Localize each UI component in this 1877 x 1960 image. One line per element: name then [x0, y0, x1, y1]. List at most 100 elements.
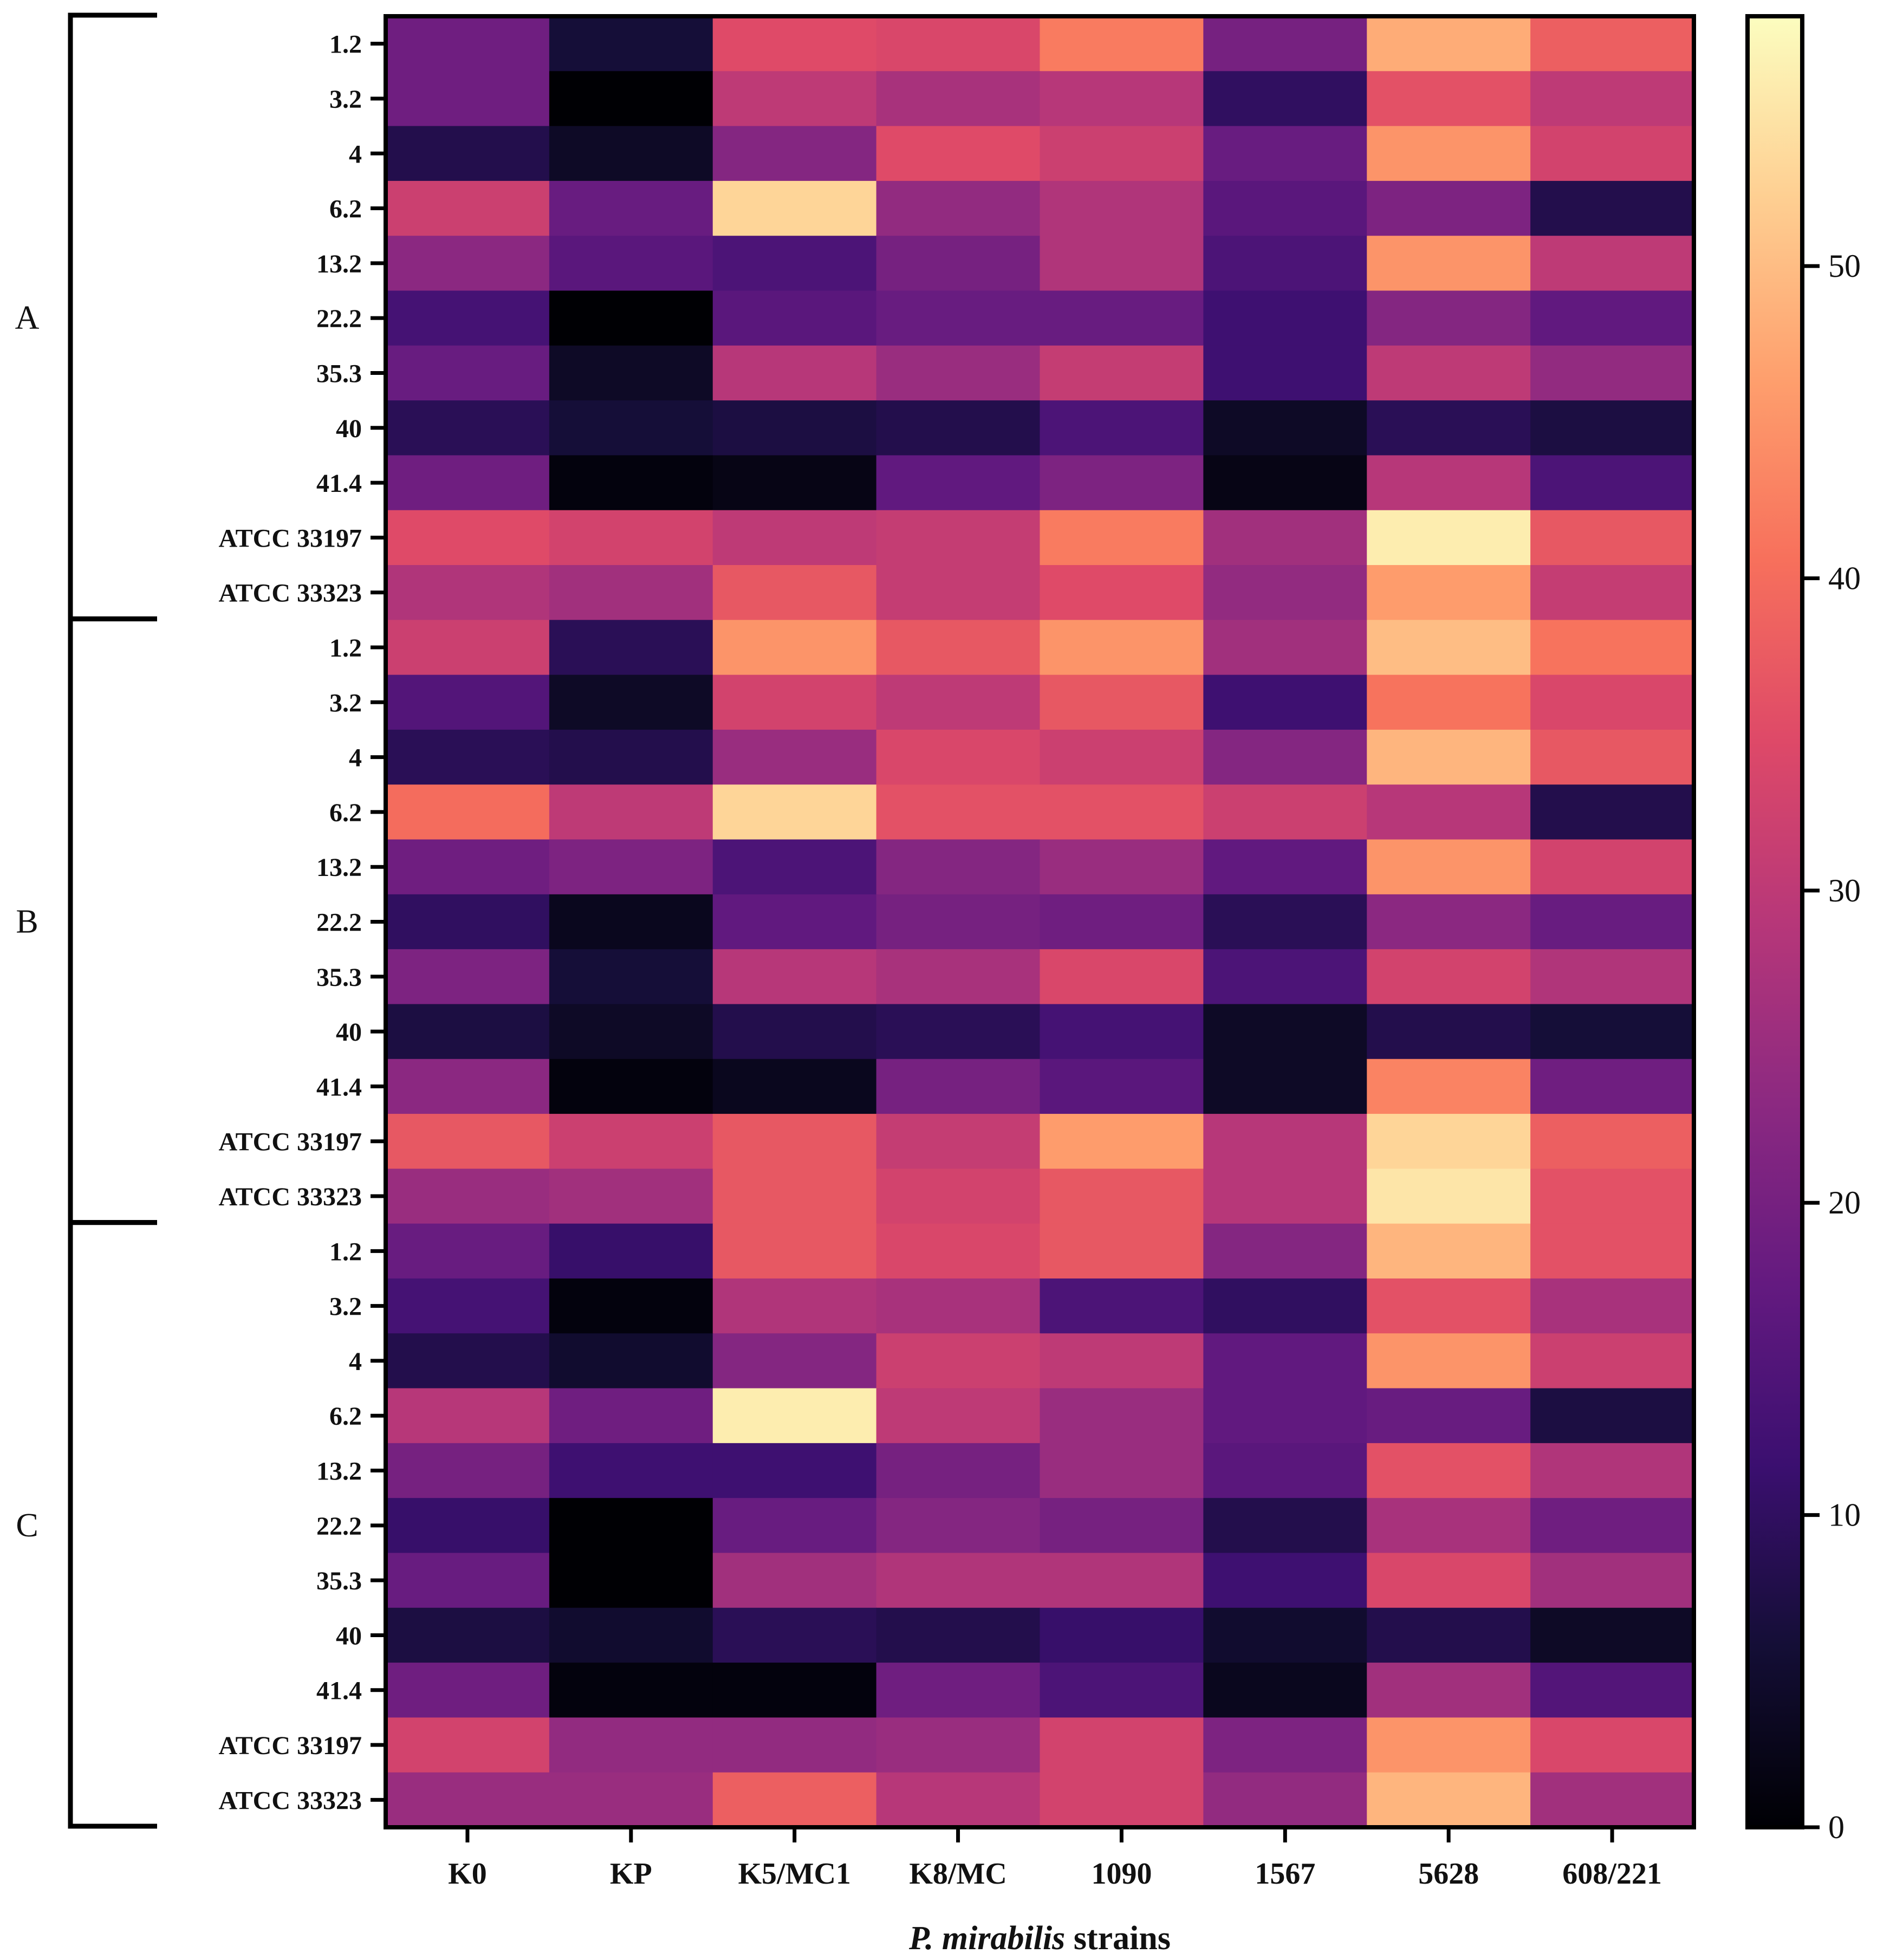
heatmap-cell — [876, 1059, 1041, 1114]
colorbar-tick-label: 30 — [1828, 873, 1861, 908]
heatmap-cell — [1203, 565, 1368, 621]
heatmap-cell — [549, 1114, 713, 1170]
heatmap-cell — [1040, 126, 1204, 181]
heatmap-cell — [1367, 16, 1531, 72]
heatmap-cell — [1203, 1772, 1368, 1828]
heatmap-cell — [876, 16, 1041, 72]
heatmap-cell — [549, 1663, 713, 1718]
heatmap-cell — [1203, 1114, 1368, 1170]
x-axis: K0 KP K5/MC1 K8/MC 1090 1567 5628 608/221 — [448, 1827, 1662, 1891]
heatmap-cell — [712, 1114, 877, 1170]
heatmap-cell — [876, 784, 1041, 840]
heatmap-cell — [712, 784, 877, 840]
heatmap-cell — [386, 180, 550, 237]
heatmap-cell — [1530, 1388, 1694, 1444]
heatmap-cell — [876, 1498, 1041, 1554]
colorbar-tick-label: 40 — [1828, 560, 1861, 596]
heatmap-cell — [876, 180, 1041, 237]
heatmap-cell — [876, 1388, 1041, 1444]
heatmap-cell — [876, 729, 1041, 786]
heatmap-cell — [1040, 1607, 1204, 1663]
heatmap-cell — [712, 1663, 877, 1718]
heatmap-cell — [1367, 1553, 1531, 1608]
heatmap-cell — [712, 1443, 877, 1498]
heatmap-cell — [549, 16, 713, 72]
heatmap-cell — [876, 620, 1041, 676]
heatmap-cell — [1530, 1059, 1694, 1114]
heatmap-cell — [876, 1607, 1041, 1663]
x-tick-label: 608/221 — [1562, 1857, 1662, 1891]
heatmap-cell — [876, 455, 1041, 511]
heatmap-cell — [386, 1443, 550, 1498]
y-tick-label: 40 — [336, 414, 362, 443]
y-tick-label: ATCC 33323 — [219, 1786, 362, 1815]
heatmap-cell — [1530, 1663, 1694, 1718]
heatmap-cell — [1040, 180, 1204, 237]
heatmap-cell — [712, 839, 877, 895]
y-tick-label: 13.2 — [316, 1457, 362, 1486]
heatmap-cell — [712, 180, 877, 237]
heatmap-cell — [876, 236, 1041, 291]
heatmap-cell — [1367, 1443, 1531, 1498]
x-tick-label: 1090 — [1091, 1857, 1152, 1891]
heatmap-cell — [1530, 1004, 1694, 1060]
heatmap-cell — [1367, 674, 1531, 730]
heatmap-cell — [549, 1059, 713, 1114]
heatmap-cell — [1530, 1169, 1694, 1224]
heatmap-cell — [1203, 180, 1368, 237]
heatmap-cell — [1367, 126, 1531, 181]
heatmap-cell — [386, 345, 550, 401]
heatmap-cell — [386, 71, 550, 127]
heatmap-cell — [1367, 1114, 1531, 1170]
heatmap-cell — [1203, 1553, 1368, 1608]
heatmap-cell — [549, 1223, 713, 1279]
y-tick-label: 22.2 — [316, 1512, 362, 1541]
heatmap-cell — [549, 674, 713, 730]
group-brackets: A B C — [15, 12, 157, 1829]
heatmap-cell — [1367, 949, 1531, 1005]
heatmap-cell — [549, 894, 713, 950]
heatmap-cell — [1203, 400, 1368, 456]
y-tick-label: 13.2 — [316, 250, 362, 278]
heatmap-cell — [1203, 1717, 1368, 1773]
heatmap-cell — [1530, 729, 1694, 786]
heatmap-cell — [386, 400, 550, 456]
y-tick-label: 3.2 — [329, 1293, 362, 1321]
heatmap-cell — [1040, 620, 1204, 676]
heatmap-cell — [712, 455, 877, 511]
heatmap-cell — [386, 455, 550, 511]
heatmap-cell — [1203, 290, 1368, 346]
heatmap-cell — [1040, 565, 1204, 621]
heatmap-cell — [1040, 1223, 1204, 1279]
heatmap-cell — [1530, 1278, 1694, 1334]
heatmap-cell — [549, 71, 713, 127]
y-tick-label: 1.2 — [329, 634, 362, 663]
heatmap-cell — [712, 510, 877, 566]
heatmap-cell — [386, 1388, 550, 1444]
x-tick-label: KP — [610, 1857, 652, 1891]
heatmap-cell — [386, 1607, 550, 1663]
heatmap-cell — [386, 1333, 550, 1389]
heatmap-cell — [1530, 236, 1694, 291]
heatmap-cell — [1203, 1169, 1368, 1224]
heatmap-cell — [876, 839, 1041, 895]
x-tick-label: 5628 — [1418, 1857, 1479, 1891]
heatmap-cell — [1040, 949, 1204, 1005]
heatmap-cell — [386, 565, 550, 621]
y-tick-label: 4 — [349, 1347, 362, 1376]
heatmap-cell — [1530, 1717, 1694, 1773]
heatmap-cell — [876, 1223, 1041, 1279]
heatmap-cell — [1367, 839, 1531, 895]
y-tick-label: ATCC 33323 — [219, 579, 362, 608]
heatmap-cell — [386, 1278, 550, 1334]
heatmap-cell — [876, 1443, 1041, 1498]
heatmap-cell — [386, 1498, 550, 1554]
y-tick-label: 6.2 — [329, 799, 362, 827]
heatmap-cell — [1040, 1663, 1204, 1718]
heatmap-cell — [549, 236, 713, 291]
heatmap-cell — [1040, 1278, 1204, 1334]
y-tick-label: 35.3 — [316, 359, 362, 388]
heatmap-cell — [1367, 1388, 1531, 1444]
heatmap-cell — [1530, 400, 1694, 456]
